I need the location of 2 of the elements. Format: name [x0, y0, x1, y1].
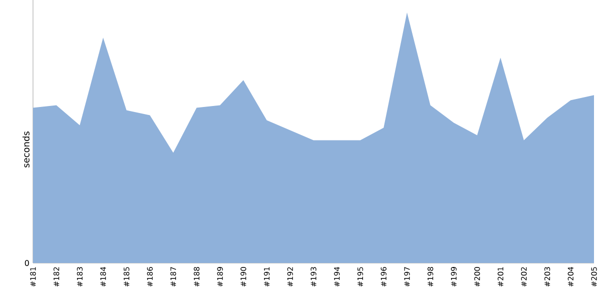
- y-axis-title: seconds: [22, 132, 30, 168]
- text: 0: [24, 260, 29, 266]
